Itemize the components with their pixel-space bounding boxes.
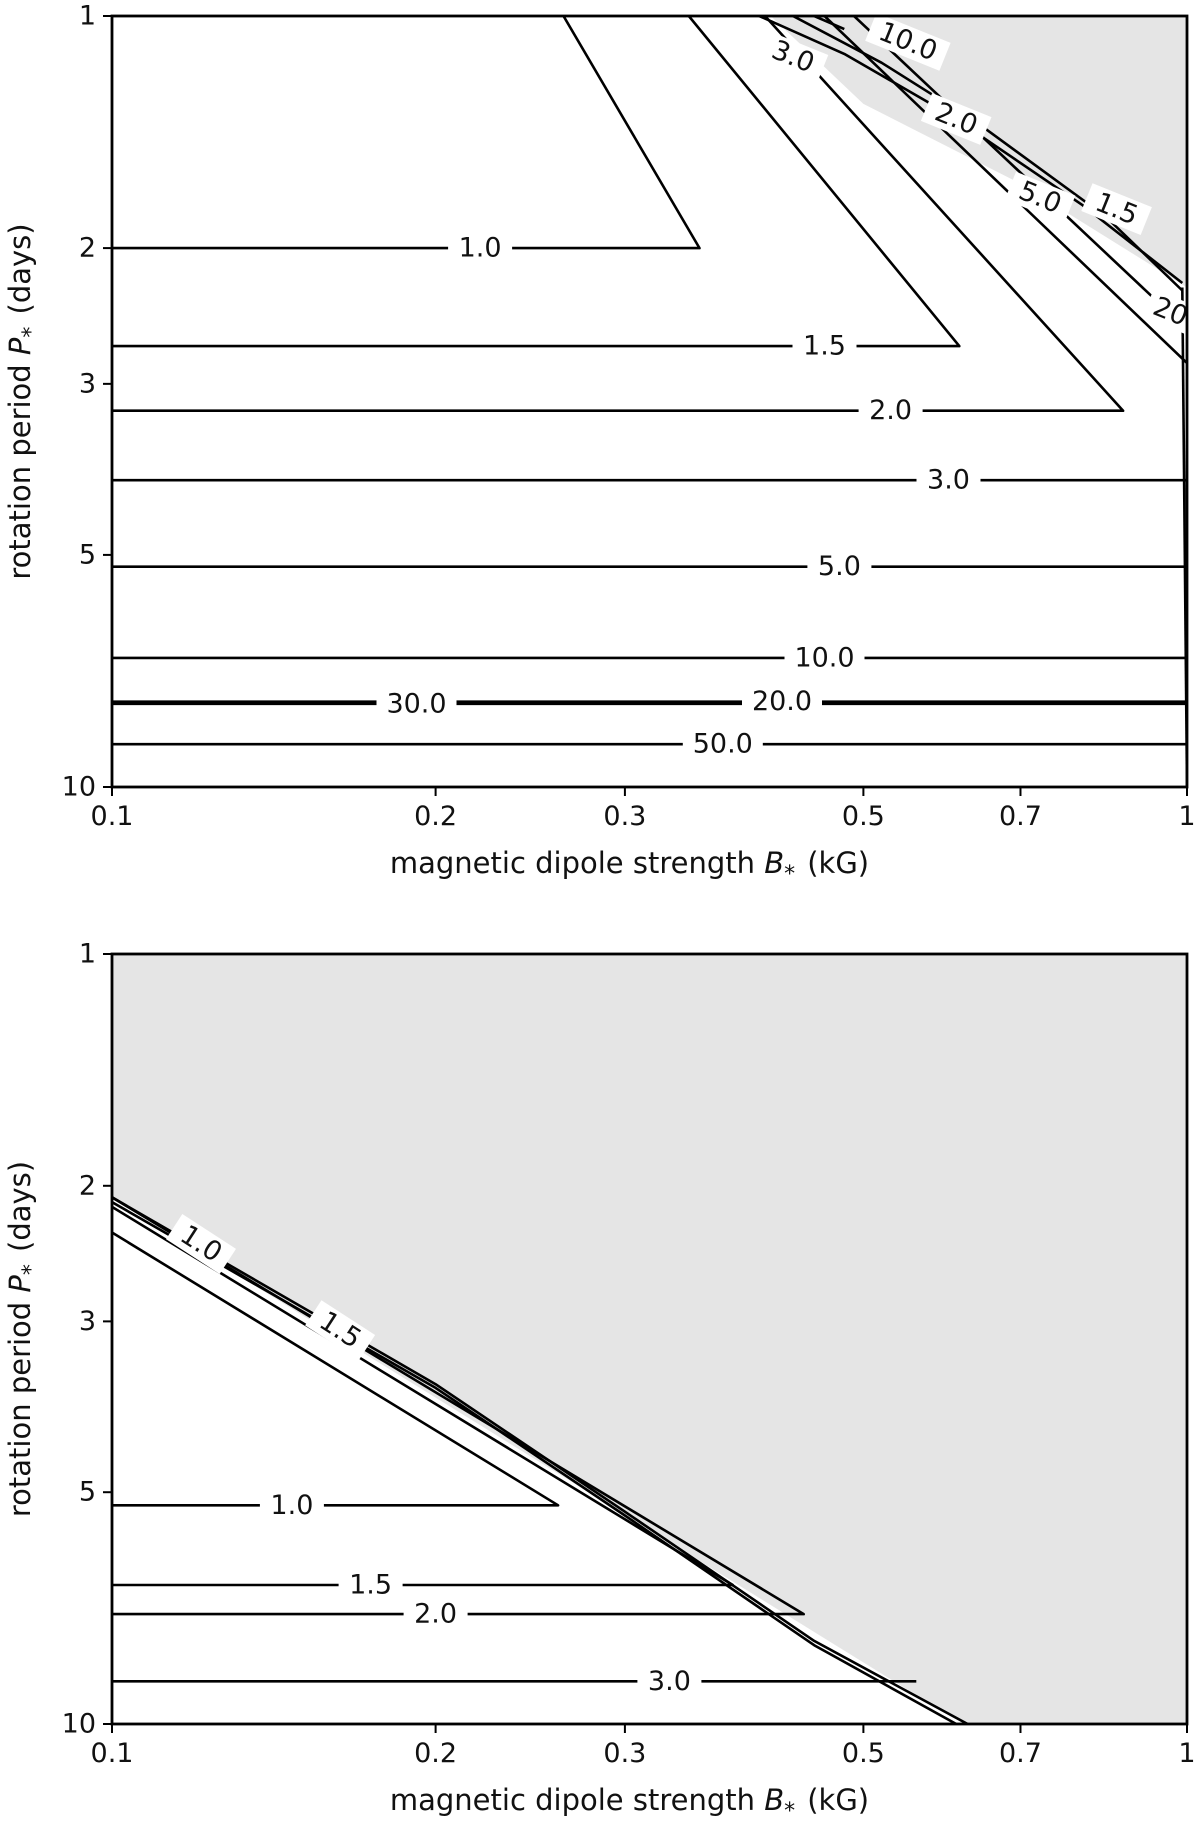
contour-line-1-0 <box>112 16 701 250</box>
y-tick-label: 1 <box>79 1 96 32</box>
y-tick-label: 10 <box>62 1709 96 1740</box>
x-tick-label: 1 <box>1178 1738 1195 1769</box>
contour-label: 1.5 <box>803 331 846 362</box>
y-tick-label: 5 <box>79 1477 96 1508</box>
y-axis-label: rotation period P* (days) <box>3 223 44 579</box>
y-tick-label: 2 <box>79 1170 96 1201</box>
contour-line-2-0 <box>112 16 1125 413</box>
x-tick-label: 0.5 <box>842 801 885 832</box>
x-tick-label: 0.7 <box>999 801 1042 832</box>
contour-label: 20.0 <box>752 686 812 717</box>
y-tick-label: 3 <box>79 1306 96 1337</box>
contour-label: 50.0 <box>693 729 753 760</box>
contour-label: 5.0 <box>818 551 861 582</box>
contour-label: 3.0 <box>648 1666 691 1697</box>
contour-line-3-0 <box>823 16 1187 365</box>
x-tick-label: 0.3 <box>603 801 646 832</box>
x-axis-label: magnetic dipole strength B* (kG) <box>390 846 869 887</box>
contour-label: 2.0 <box>869 395 912 426</box>
plot-frame <box>110 14 1189 789</box>
y-tick-label: 3 <box>79 368 96 399</box>
y-tick-label: 5 <box>79 539 96 570</box>
x-tick-label: 0.3 <box>603 1738 646 1769</box>
contour-label: 10.0 <box>794 642 854 673</box>
contour-label: 30.0 <box>386 688 446 719</box>
y-axis-label: rotation period P* (days) <box>3 1161 44 1517</box>
x-axis-label: magnetic dipole strength B* (kG) <box>390 1783 869 1824</box>
x-tick-label: 1 <box>1178 801 1195 832</box>
x-tick-label: 0.2 <box>414 801 457 832</box>
contour-label: 3.0 <box>927 465 970 496</box>
excluded-region <box>770 16 1187 288</box>
plot-frame <box>110 952 1189 1726</box>
y-tick-label: 10 <box>62 772 96 803</box>
contour-label: 1.0 <box>270 1490 313 1521</box>
contour-label: 2.0 <box>414 1599 457 1630</box>
contour-line-1-5 <box>112 16 961 348</box>
y-tick-label: 2 <box>79 233 96 264</box>
y-tick-label: 1 <box>79 939 96 970</box>
x-tick-label: 0.1 <box>91 1738 134 1769</box>
bottom-contour-panel: 1.01.52.03.01.01.50.1 0.2 0.3 0.5 0.7 1123510… <box>3 939 1196 1825</box>
excluded-region <box>112 954 1187 1724</box>
x-tick-label: 0.5 <box>842 1738 885 1769</box>
contour-label: 1.0 <box>459 233 502 264</box>
x-tick-label: 0.2 <box>414 1738 457 1769</box>
x-tick-label: 0.7 <box>999 1738 1042 1769</box>
contour-line-10-0 <box>813 16 845 31</box>
x-tick-label: 0.1 <box>91 801 134 832</box>
top-contour-panel: 1.01.52.03.03.05.05.010.020.030.050.02.0… <box>3 1 1196 888</box>
contour-label: 1.5 <box>349 1570 392 1601</box>
contour-line-5-0 <box>853 16 1187 331</box>
